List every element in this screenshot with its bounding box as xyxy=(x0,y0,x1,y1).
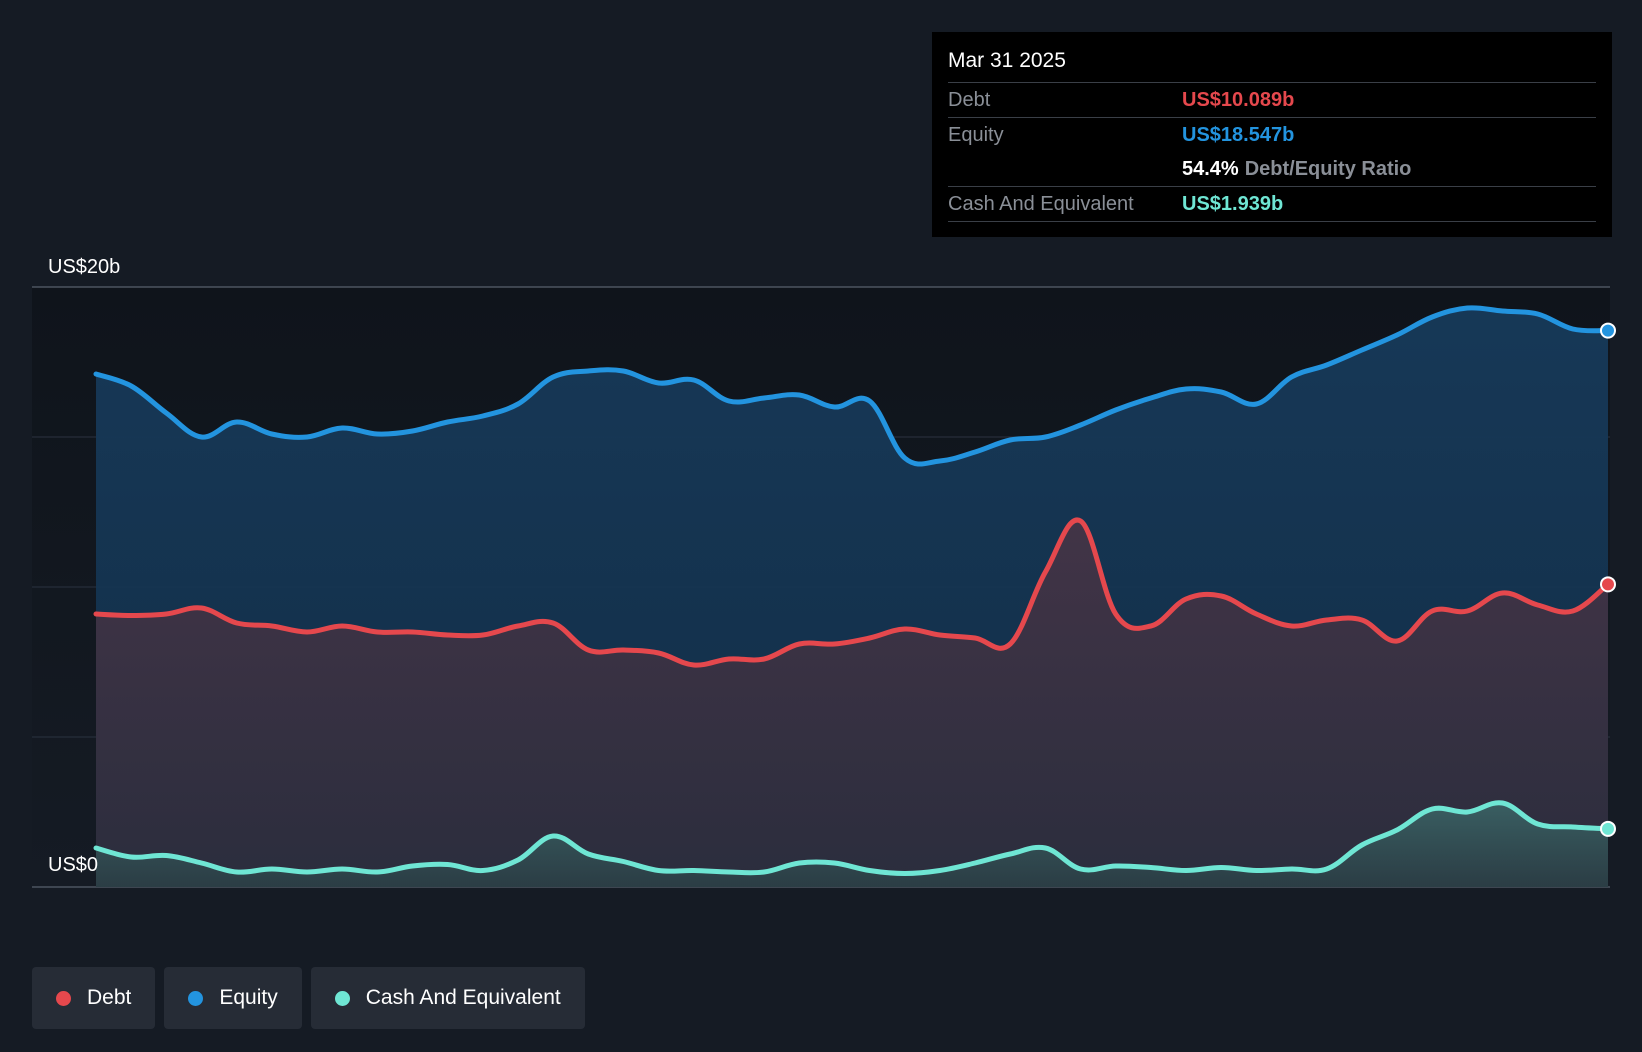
tooltip-debt-label: Debt xyxy=(948,89,991,111)
y-tick-label-20: US$20b xyxy=(48,256,120,278)
tooltip-ratio-value: 54.4% xyxy=(1182,158,1239,180)
debt-end-marker xyxy=(1600,576,1616,593)
tooltip-cash-label: Cash And Equivalent xyxy=(948,193,1134,215)
cash-and-equivalent-end-marker xyxy=(1600,820,1616,837)
tooltip-debt-row: Debt US$10.089b xyxy=(948,82,1596,117)
tooltip-equity-label: Equity xyxy=(948,124,1004,146)
legend-item-equity[interactable]: Equity xyxy=(164,967,302,1029)
legend-equity-label: Equity xyxy=(219,986,278,1009)
cash-dot-icon xyxy=(334,990,350,1006)
legend-item-debt[interactable]: Debt xyxy=(32,967,156,1029)
tooltip-equity-row: Equity US$18.547b xyxy=(948,117,1596,152)
equity-line xyxy=(93,305,1611,467)
equity-dot-icon xyxy=(188,990,204,1006)
tooltip-ratio-spacer xyxy=(948,152,1182,186)
series-lines xyxy=(93,305,1611,876)
tooltip-ratio-label: Debt/Equity Ratio xyxy=(1244,158,1412,180)
hover-tooltip: Mar 31 2025 Debt US$10.089b Equity US$18… xyxy=(932,32,1612,237)
debt-dot-icon xyxy=(56,990,71,1006)
series-areas xyxy=(96,307,1608,888)
tooltip-debt-value: US$10.089b xyxy=(1182,89,1295,111)
cash-and-equivalent-line xyxy=(93,800,1611,876)
debt-equity-chart: US$20bUS$0201520162017201820192020202120… xyxy=(32,256,1616,888)
debt-line xyxy=(93,517,1611,668)
series-end-markers xyxy=(1600,322,1616,837)
legend-cash-label: Cash And Equivalent xyxy=(365,986,561,1009)
y-tick-label-0: US$0 xyxy=(48,854,98,876)
tooltip-cash-row: Cash And Equivalent US$1.939b xyxy=(948,186,1596,222)
tooltip-equity-value: US$18.547b xyxy=(1182,124,1295,146)
equity-end-marker xyxy=(1600,322,1616,339)
debt-area xyxy=(96,519,1608,887)
chart-legend: Debt Equity Cash And Equivalent xyxy=(32,967,585,1029)
tooltip-date: Mar 31 2025 xyxy=(948,49,1066,72)
tooltip-ratio-row: 54.4% Debt/Equity Ratio xyxy=(948,152,1596,186)
cash-and-equivalent-area xyxy=(96,802,1608,887)
legend-debt-label: Debt xyxy=(87,986,132,1009)
axes: US$20bUS$0201520162017201820192020202120… xyxy=(48,256,120,876)
legend-item-cash[interactable]: Cash And Equivalent xyxy=(310,967,585,1029)
tooltip-cash-value: US$1.939b xyxy=(1182,193,1284,215)
